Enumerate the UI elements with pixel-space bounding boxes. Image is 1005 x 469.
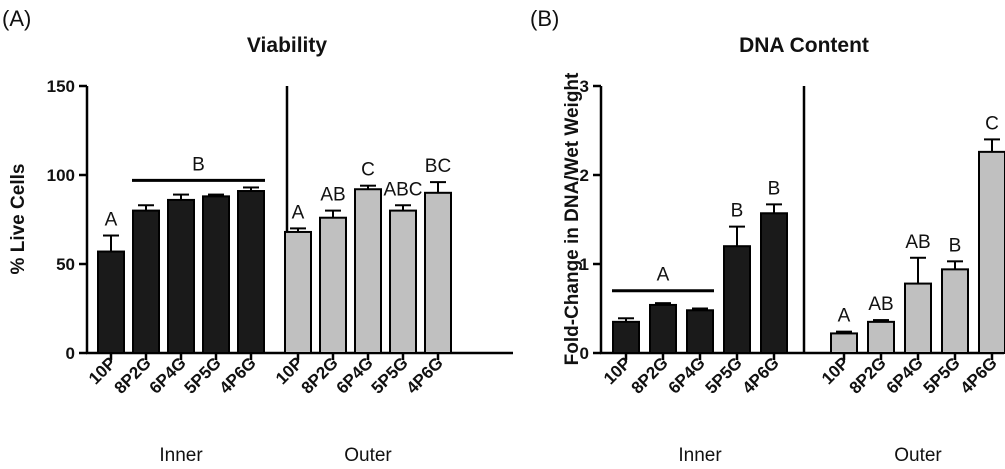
bar-outer-8p2g xyxy=(867,320,895,355)
x-tick-label: 8P2G xyxy=(846,353,890,397)
bar-inner-10p xyxy=(97,250,125,354)
significance-letter: ABC xyxy=(383,179,422,200)
bar-outer-8p2g xyxy=(319,216,347,354)
bracket-letter: B xyxy=(192,154,205,175)
bar-inner-8p2g xyxy=(132,209,160,354)
bar-inner-10p xyxy=(612,320,640,355)
bar-inner-6p4g xyxy=(686,309,714,354)
bar-outer-5p5g xyxy=(941,268,969,354)
y-tick-label: 150 xyxy=(47,77,75,96)
bar-outer-10p xyxy=(830,332,858,355)
x-tick-label: 5P5G xyxy=(920,353,964,397)
y-tick-label: 0 xyxy=(580,344,589,363)
significance-letter: A xyxy=(838,306,851,327)
x-tick-label: 6P4G xyxy=(146,353,190,397)
significance-letter: A xyxy=(105,210,118,231)
x-tick-label: 4P6G xyxy=(216,353,260,397)
x-tick-label: 8P2G xyxy=(298,353,342,397)
chart-title: Viability xyxy=(247,34,327,57)
significance-letter: B xyxy=(949,235,962,256)
y-tick-label: 0 xyxy=(66,344,75,363)
x-tick-label: 5P5G xyxy=(702,353,746,397)
x-tick-label: 4P6G xyxy=(403,353,447,397)
group-label-outer: Outer xyxy=(894,445,942,466)
y-tick-label: 50 xyxy=(56,255,75,274)
x-tick-label: 6P4G xyxy=(665,353,709,397)
bar-outer-6p4g xyxy=(354,188,382,354)
y-tick-label: 3 xyxy=(580,77,589,96)
significance-letter: A xyxy=(292,202,305,223)
group-label-inner: Inner xyxy=(678,445,722,466)
significance-letter: AB xyxy=(320,185,345,206)
bar-outer-5p5g xyxy=(389,209,417,354)
x-tick-label: 5P5G xyxy=(181,353,225,397)
significance-letter: AB xyxy=(868,294,893,315)
significance-letter: BC xyxy=(425,156,451,177)
x-tick-label: 6P4G xyxy=(333,353,377,397)
significance-letter: B xyxy=(731,201,744,222)
x-tick-label: 6P4G xyxy=(883,353,927,397)
x-tick-label: 8P2G xyxy=(111,353,155,397)
group-label-outer: Outer xyxy=(344,445,392,466)
y-tick-label: 2 xyxy=(580,166,589,185)
significance-letter: B xyxy=(768,178,781,199)
bar-inner-5p5g xyxy=(202,195,230,354)
bar-outer-4p6g xyxy=(978,150,1005,354)
bracket-letter: A xyxy=(657,265,670,286)
bar-inner-8p2g xyxy=(649,303,677,355)
x-tick-label: 5P5G xyxy=(368,353,412,397)
x-tick-label: 8P2G xyxy=(628,353,672,397)
significance-letter: C xyxy=(985,113,999,134)
group-label-inner: Inner xyxy=(159,445,203,466)
bar-inner-4p6g xyxy=(237,190,265,354)
panel-label: (B) xyxy=(530,6,559,31)
bar-outer-6p4g xyxy=(904,282,932,354)
chart-title: DNA Content xyxy=(739,34,869,57)
x-tick-label: 4P6G xyxy=(957,353,1001,397)
panel-label: (A) xyxy=(2,6,31,31)
bar-inner-6p4g xyxy=(167,198,195,354)
bar-inner-4p6g xyxy=(760,212,788,354)
bar-outer-4p6g xyxy=(424,191,452,354)
y-tick-label: 1 xyxy=(580,255,589,274)
y-axis-label: % Live Cells xyxy=(8,164,29,275)
bar-outer-10p xyxy=(284,230,312,355)
significance-letter: C xyxy=(361,160,375,181)
y-axis-label: Fold-Change in DNA/Wet Weight xyxy=(562,72,583,365)
significance-letter: AB xyxy=(905,232,930,253)
x-tick-label: 4P6G xyxy=(739,353,783,397)
y-tick-label: 100 xyxy=(47,166,75,185)
bar-inner-5p5g xyxy=(723,245,751,354)
